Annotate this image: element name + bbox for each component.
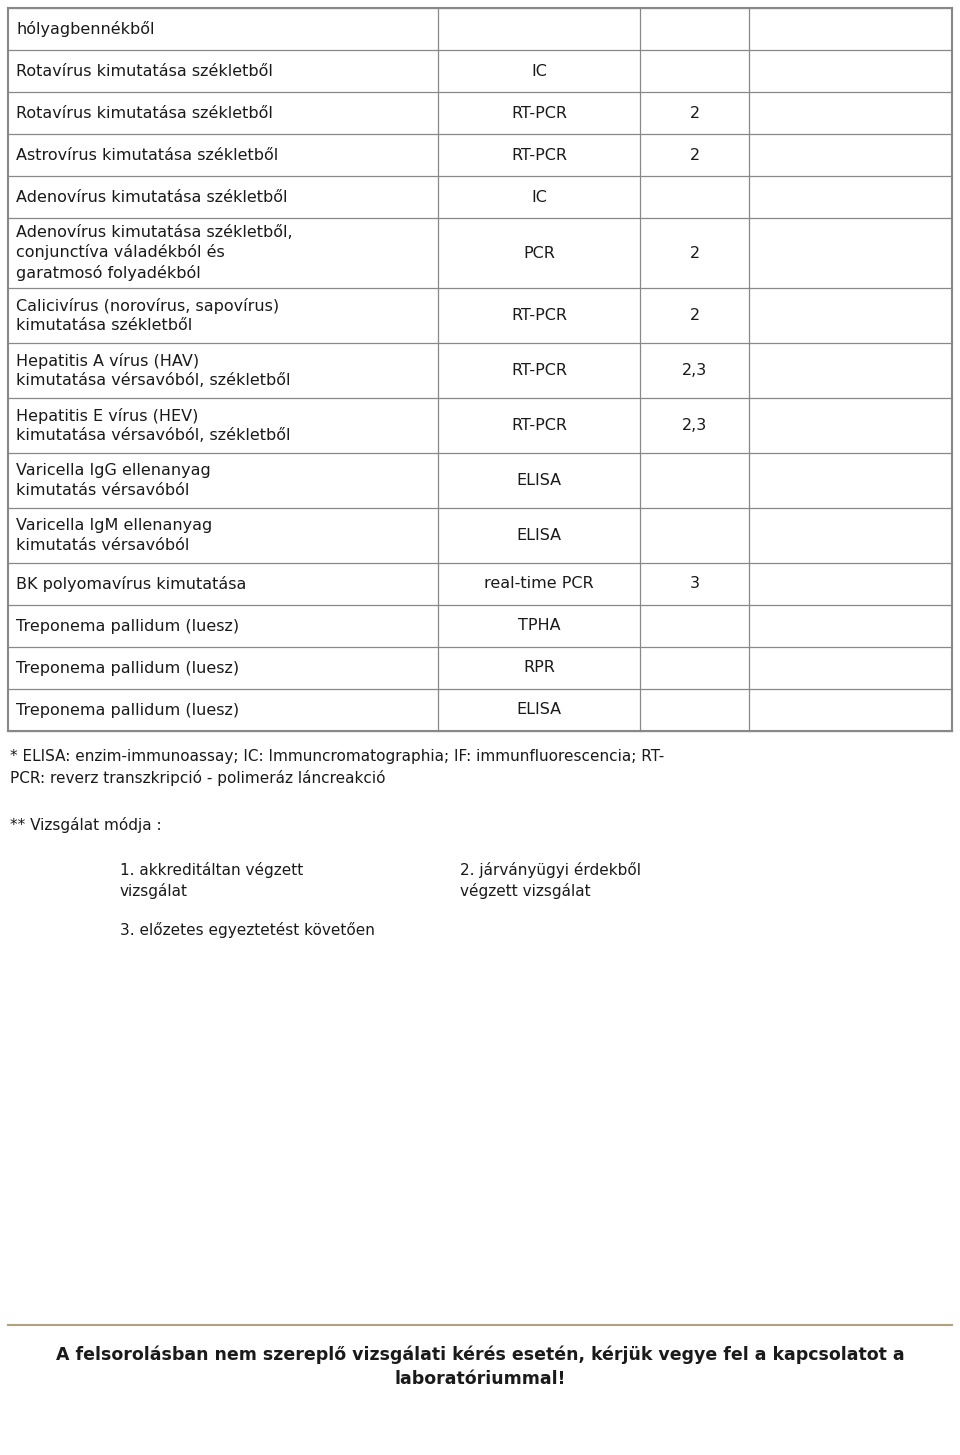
Text: Calicivírus (norovírus, sapovírus)
kimutatása székletből: Calicivírus (norovírus, sapovírus) kimut… — [16, 298, 279, 333]
Text: IC: IC — [531, 64, 547, 79]
Bar — [8, 7, 952, 49]
Bar — [8, 92, 952, 134]
Bar — [8, 690, 952, 730]
Text: BK polyomavírus kimutatása: BK polyomavírus kimutatása — [16, 576, 247, 592]
Text: Rotavírus kimutatása székletből: Rotavírus kimutatása székletből — [16, 106, 273, 121]
Text: A felsorolásban nem szereplő vizsgálati kérés esetén, kérjük vegye fel a kapcsol: A felsorolásban nem szereplő vizsgálati … — [56, 1344, 904, 1388]
Bar — [8, 508, 952, 563]
Text: Hepatitis E vírus (HEV)
kimutatása vérsavóból, székletből: Hepatitis E vírus (HEV) kimutatása vérsa… — [16, 407, 291, 444]
Text: 2: 2 — [689, 246, 700, 260]
Text: Varicella IgM ellenanyag
kimutatás vérsavóból: Varicella IgM ellenanyag kimutatás vérsa… — [16, 518, 212, 553]
Text: RT-PCR: RT-PCR — [511, 418, 567, 434]
Bar — [8, 218, 952, 288]
Text: RT-PCR: RT-PCR — [511, 308, 567, 323]
Bar — [8, 647, 952, 690]
Text: hólyagbennékből: hólyagbennékből — [16, 20, 155, 36]
Text: Astrovírus kimutatása székletből: Astrovírus kimutatása székletből — [16, 147, 278, 163]
Text: ELISA: ELISA — [516, 473, 562, 487]
Text: RT-PCR: RT-PCR — [511, 362, 567, 378]
Text: 2: 2 — [689, 147, 700, 163]
Bar — [8, 453, 952, 508]
Text: 2,3: 2,3 — [683, 418, 708, 434]
Text: Treponema pallidum (luesz): Treponema pallidum (luesz) — [16, 618, 239, 633]
Text: IC: IC — [531, 189, 547, 205]
Text: 1. akkreditáltan végzett
vizsgálat: 1. akkreditáltan végzett vizsgálat — [120, 861, 303, 899]
Text: 2: 2 — [689, 106, 700, 121]
Text: 2. járványügyi érdekből
végzett vizsgálat: 2. járványügyi érdekből végzett vizsgála… — [460, 861, 641, 899]
Text: 3: 3 — [689, 576, 700, 592]
Text: RT-PCR: RT-PCR — [511, 147, 567, 163]
Text: PCR: PCR — [523, 246, 555, 260]
Text: Treponema pallidum (luesz): Treponema pallidum (luesz) — [16, 703, 239, 717]
Bar — [8, 343, 952, 399]
Text: 2: 2 — [689, 308, 700, 323]
Text: RPR: RPR — [523, 661, 555, 675]
Text: ** Vizsgálat módja :: ** Vizsgálat módja : — [10, 818, 161, 834]
Text: * ELISA: enzim-immunoassay; IC: Immuncromatographia; IF: immunfluorescencia; RT-: * ELISA: enzim-immunoassay; IC: Immuncro… — [10, 749, 664, 787]
Text: 2,3: 2,3 — [683, 362, 708, 378]
Text: RT-PCR: RT-PCR — [511, 106, 567, 121]
Bar — [8, 176, 952, 218]
Text: Adenovírus kimutatása székletből,
conjunctíva váladékból és
garatmosó folyadékbó: Adenovírus kimutatása székletből, conjun… — [16, 226, 293, 281]
Text: Adenovírus kimutatása székletből: Adenovírus kimutatása székletből — [16, 189, 287, 205]
Bar — [8, 134, 952, 176]
Text: Hepatitis A vírus (HAV)
kimutatása vérsavóból, székletből: Hepatitis A vírus (HAV) kimutatása vérsa… — [16, 354, 291, 388]
Text: Rotavírus kimutatása székletből: Rotavírus kimutatása székletből — [16, 64, 273, 79]
Bar — [8, 288, 952, 343]
Bar — [8, 605, 952, 647]
Text: 3. előzetes egyeztetést követően: 3. előzetes egyeztetést követően — [120, 922, 374, 938]
Text: ELISA: ELISA — [516, 703, 562, 717]
Text: Varicella IgG ellenanyag
kimutatás vérsavóból: Varicella IgG ellenanyag kimutatás vérsa… — [16, 463, 211, 498]
Text: Treponema pallidum (luesz): Treponema pallidum (luesz) — [16, 661, 239, 675]
Bar — [8, 49, 952, 92]
Text: real-time PCR: real-time PCR — [484, 576, 594, 592]
Bar — [8, 563, 952, 605]
Text: TPHA: TPHA — [517, 618, 561, 633]
Bar — [8, 399, 952, 453]
Text: ELISA: ELISA — [516, 528, 562, 543]
